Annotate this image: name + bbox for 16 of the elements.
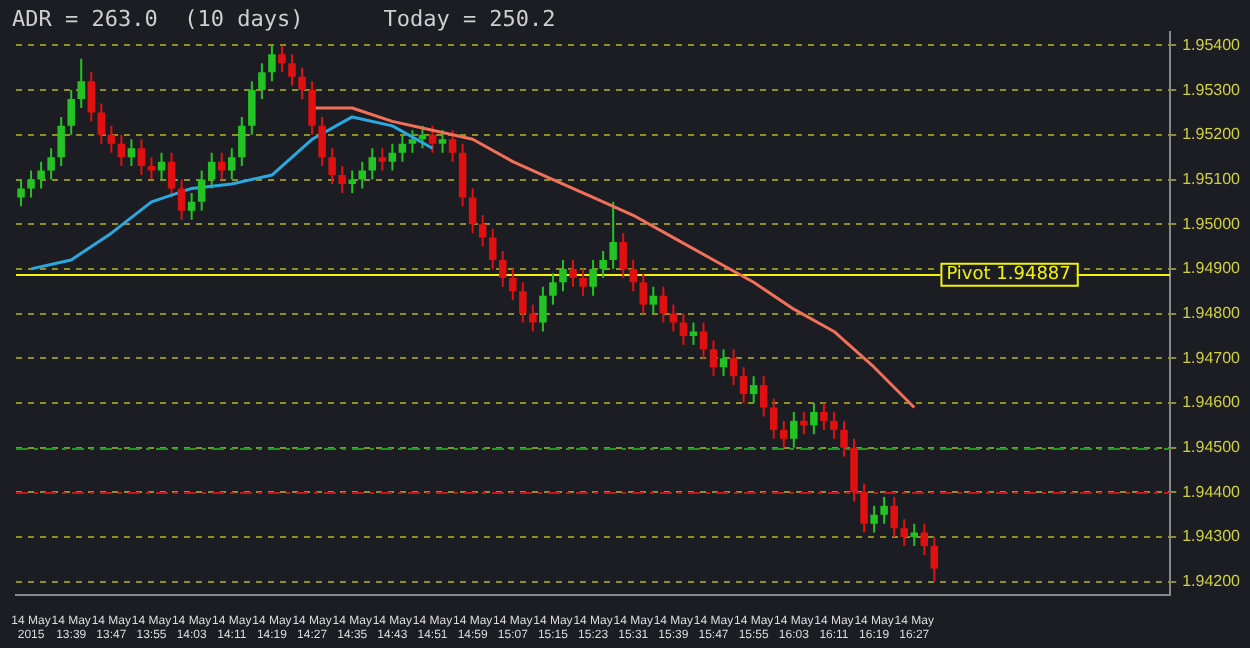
y-tick-label: 1.95200 [1182,125,1242,144]
y-tick-label: 1.95000 [1182,214,1242,233]
y-tick-label: 1.95100 [1182,169,1242,188]
annotation: Today = 250.2 [383,6,556,32]
y-tick-label: 1.95300 [1182,80,1242,99]
y-tick-label: 1.94500 [1182,438,1242,457]
y-tick-label: 1.94200 [1182,572,1242,591]
ref-line-label: Pivot 1.94887 [946,265,1071,286]
annotation: ADR = 263.0 (10 days) [12,6,304,32]
y-tick-label: 1.94700 [1182,348,1242,367]
y-tick-label: 1.94300 [1182,527,1242,546]
y-tick-label: 1.95400 [1182,35,1242,54]
y-tick-label: 1.94600 [1182,393,1242,412]
y-tick-label: 1.94400 [1182,482,1242,501]
y-tick-label: 1.94800 [1182,304,1242,323]
y-tick-label: 1.94900 [1182,259,1242,278]
